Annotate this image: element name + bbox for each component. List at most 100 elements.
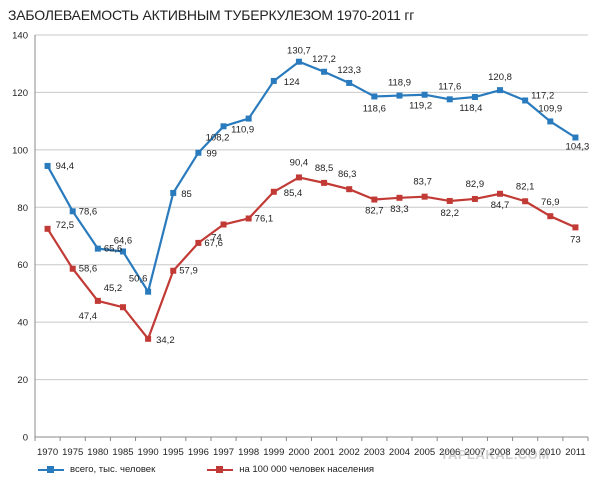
- data-point: [44, 225, 51, 232]
- data-point: [396, 194, 403, 201]
- data-point: [295, 58, 302, 65]
- data-label: 108,2: [206, 132, 230, 143]
- data-label: 82,9: [466, 179, 485, 190]
- grid-lines: [35, 34, 588, 381]
- data-point: [119, 248, 126, 255]
- data-point: [145, 288, 152, 295]
- data-label: 127,2: [312, 54, 336, 65]
- x-tick-label: 1980: [87, 447, 108, 458]
- data-point: [69, 265, 76, 272]
- x-tick-label: 1975: [62, 447, 83, 458]
- data-label: 76,1: [255, 213, 274, 224]
- data-point: [295, 174, 302, 181]
- data-point: [446, 96, 453, 103]
- data-point: [396, 92, 403, 99]
- x-tick-label: 1970: [37, 447, 58, 458]
- data-label: 72,5: [56, 220, 74, 231]
- data-point: [119, 304, 126, 311]
- x-tick-label: 2006: [439, 447, 460, 458]
- data-point: [522, 97, 529, 104]
- data-label: 47,4: [79, 311, 98, 322]
- x-tick-label: 2000: [288, 447, 309, 458]
- x-tick-label: 2007: [464, 447, 485, 458]
- data-point: [421, 193, 428, 200]
- x-tick-label: 1996: [188, 447, 209, 458]
- data-label: 90,4: [290, 157, 309, 168]
- data-point: [270, 188, 277, 195]
- x-tick-label: 1985: [112, 447, 133, 458]
- data-point: [471, 94, 478, 101]
- data-label: 82,7: [365, 206, 384, 217]
- data-label: 76,9: [541, 197, 560, 208]
- data-point: [145, 335, 152, 342]
- data-point: [547, 213, 554, 220]
- x-tick-label: 1998: [238, 447, 259, 458]
- data-label: 82,2: [441, 208, 460, 219]
- data-point: [321, 179, 328, 186]
- data-label: 86,3: [338, 169, 357, 180]
- data-label: 83,3: [390, 204, 409, 215]
- data-label: 117,2: [531, 90, 554, 101]
- y-tick-label: 120: [12, 88, 28, 99]
- data-point: [44, 162, 51, 169]
- data-label: 110,9: [231, 125, 254, 136]
- data-point: [346, 79, 353, 86]
- x-tick-label: 2005: [414, 447, 435, 458]
- data-label: 118,4: [459, 103, 482, 114]
- legend-swatch-total: [38, 465, 64, 475]
- x-tick-label: 1995: [163, 447, 184, 458]
- legend: всего, тыс. человек на 100 000 человек н…: [38, 464, 374, 475]
- data-label: 50,6: [129, 274, 148, 285]
- data-label: 109,9: [538, 103, 562, 114]
- y-tick-label: 140: [12, 31, 28, 42]
- data-label: 117,6: [438, 81, 461, 92]
- data-label: 130,7: [287, 46, 311, 57]
- data-label: 82,1: [516, 181, 535, 192]
- data-point: [270, 77, 277, 84]
- x-tick-label: 2001: [313, 447, 334, 458]
- data-point: [471, 195, 478, 202]
- data-point: [547, 118, 554, 125]
- x-tick-label: 2003: [364, 447, 385, 458]
- series: [44, 58, 579, 342]
- x-tick-label: 1999: [263, 447, 284, 458]
- data-point: [170, 267, 177, 274]
- y-tick-labels: 0 20 40 60 80 100 120 140: [12, 31, 28, 444]
- y-tick-label: 0: [23, 433, 28, 444]
- x-tick-label: 2010: [540, 447, 561, 458]
- data-label: 88,5: [315, 163, 334, 174]
- data-point: [170, 189, 177, 196]
- data-point: [321, 68, 328, 75]
- legend-label-per-100k: на 100 000 человек населения: [239, 464, 375, 475]
- data-label: 65,6: [104, 244, 123, 255]
- x-tick-label: 1990: [138, 447, 159, 458]
- data-point: [195, 239, 202, 246]
- data-label: 84,7: [491, 200, 510, 211]
- data-label: 118,9: [388, 78, 411, 89]
- x-tick-label: 2004: [389, 447, 410, 458]
- data-point: [522, 198, 529, 205]
- x-tick-labels: 1970 1975 1980 1985 1990 1995 1996 1997 1998 1999…: [37, 447, 586, 458]
- data-point: [195, 149, 202, 156]
- x-tick-label: 1997: [213, 447, 234, 458]
- data-label: 99: [206, 149, 217, 160]
- y-tick-label: 80: [17, 203, 28, 214]
- data-point: [572, 134, 579, 141]
- x-tick-label: 2011: [565, 447, 585, 458]
- data-label: 74: [211, 233, 222, 244]
- data-label: 119,2: [409, 101, 432, 112]
- data-label: 58,6: [79, 264, 98, 275]
- data-point: [245, 115, 252, 122]
- data-label: 124: [284, 77, 300, 88]
- legend-swatch-per-100k: [207, 465, 234, 475]
- x-tick-label: 2002: [339, 447, 360, 458]
- legend-label-total: всего, тыс. человек: [70, 464, 156, 475]
- series-line-1: [46, 176, 576, 340]
- data-point: [497, 87, 504, 94]
- data-label: 34,2: [156, 335, 175, 346]
- data-point: [497, 190, 504, 197]
- data-point: [94, 245, 101, 252]
- data-point: [371, 93, 378, 100]
- y-tick-label: 20: [17, 375, 28, 386]
